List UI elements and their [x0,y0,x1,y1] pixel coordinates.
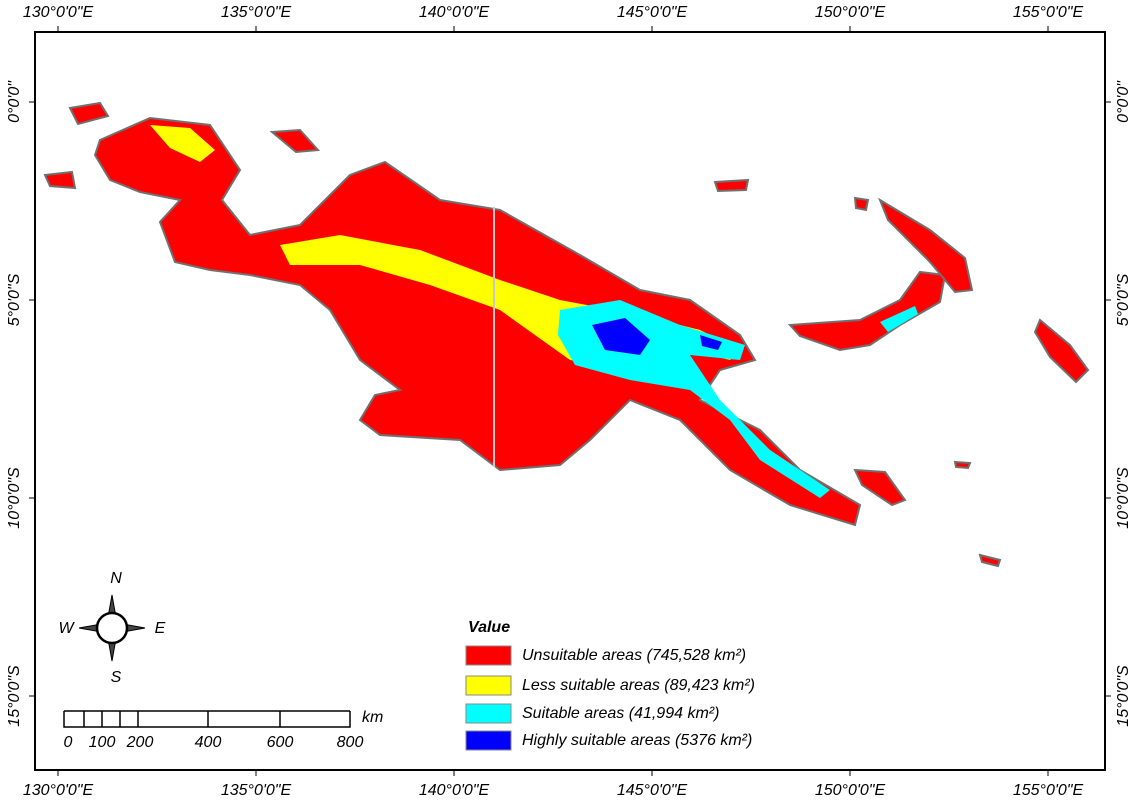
landmass [43,101,1090,568]
legend-swatch [465,703,512,724]
island [269,128,321,154]
latitude-label: 0°0'0" [6,80,23,123]
scale-label: 0 [64,734,73,751]
new-guinea [93,116,862,527]
legend-swatch [465,730,512,751]
longitude-label: 135°0'0"E [221,4,292,21]
compass-west: W [58,620,75,637]
longitude-label: 150°0'0"E [815,4,886,21]
highly-suitable-zone [700,335,722,350]
island [68,101,110,126]
longitude-label: 155°0'0"E [1013,782,1084,799]
compass: N S E W [58,570,165,686]
scale-label: 100 [89,734,116,751]
legend-label: Unsuitable areas (745,528 km²) [522,647,746,664]
new-britain [787,270,947,352]
compass-south: S [111,669,122,686]
highly-suitable-zone [592,318,650,355]
longitude-label: 130°0'0"E [23,782,94,799]
island [853,468,907,507]
legend-swatch [465,675,512,696]
scale-label: 800 [337,734,364,751]
longitude-label: 145°0'0"E [617,782,688,799]
compass-north: N [110,570,122,587]
island [853,196,870,212]
suitability-zones [150,125,918,498]
latitude-label: 15°0'0"S [1115,665,1132,727]
latitude-label: 15°0'0"S [6,665,23,727]
legend-label: Suitable areas (41,994 km²) [522,705,719,722]
legend-label: Highly suitable areas (5376 km²) [522,732,752,749]
latitude-label: 10°0'0"S [6,467,23,529]
latitude-label: 5°0'0"S [1115,273,1132,326]
island [713,178,750,193]
longitude-label: 135°0'0"E [221,782,292,799]
legend-title: Value [468,619,510,636]
island [953,460,972,470]
legend-swatch [465,645,512,666]
suitable-zone [880,306,918,332]
latitude-label: 0°0'0" [1115,80,1132,123]
compass-ring [95,611,129,645]
scale-label: 600 [267,734,294,751]
longitude-label: 140°0'0"E [419,782,490,799]
legend-label: Less suitable areas (89,423 km²) [522,677,755,694]
longitude-label: 150°0'0"E [815,782,886,799]
island [43,170,77,190]
longitude-label: 140°0'0"E [419,4,490,21]
island [978,553,1002,568]
bougainville [1033,318,1090,384]
longitude-label: 145°0'0"E [617,4,688,21]
latitude-label: 10°0'0"S [1115,467,1132,529]
scale-bar [63,710,351,728]
scale-label: 200 [126,734,154,751]
scale-label: 400 [195,734,222,751]
compass-east: E [155,620,166,637]
scale-unit: km [362,709,383,726]
new-ireland [877,197,974,294]
less-suitable-zone [150,125,215,162]
latitude-label: 5°0'0"S [6,273,23,326]
longitude-label: 155°0'0"E [1013,4,1084,21]
longitude-label: 130°0'0"E [23,4,94,21]
